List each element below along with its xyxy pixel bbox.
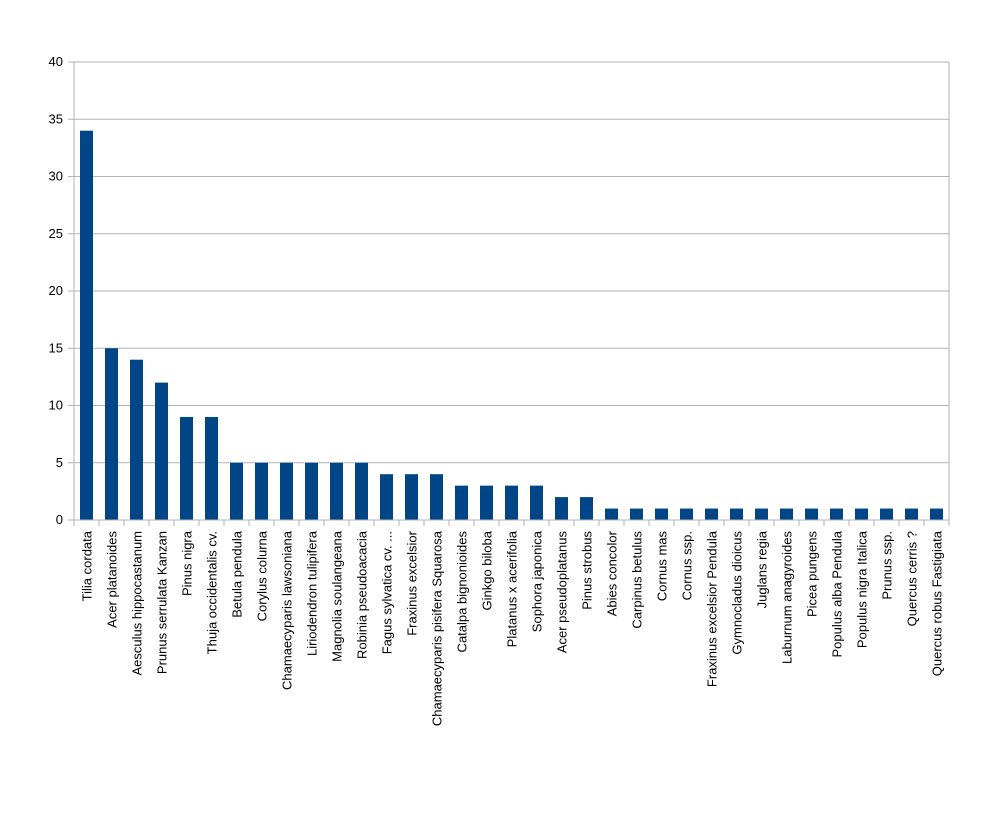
y-tick-label: 15 <box>49 340 63 355</box>
x-tick-label: Magnolia soulangeana <box>330 530 345 662</box>
bar <box>130 359 143 520</box>
bar <box>905 508 918 520</box>
bar <box>505 485 518 520</box>
bar <box>730 508 743 520</box>
x-tick-label: Corylus colurna <box>255 530 270 621</box>
bar <box>805 508 818 520</box>
x-tick-label: Platanus x acerifolia <box>505 530 520 647</box>
x-tick-label: Quercus robus Fastigiata <box>930 530 945 676</box>
x-tick-label: Robinia pseudoacacia <box>355 530 370 659</box>
bar <box>205 416 218 520</box>
bar <box>880 508 893 520</box>
x-tick-label: Prunus ssp. <box>880 531 895 600</box>
x-tick-label: Picea pungens <box>805 531 820 618</box>
bars <box>80 130 943 520</box>
x-tick-label: Gymnocladus dioicus <box>730 531 745 655</box>
bar <box>655 508 668 520</box>
y-tick-label: 25 <box>49 226 63 241</box>
x-tick-label: Thuja occidentalis cv. <box>205 531 220 654</box>
bar <box>330 462 343 520</box>
y-tick-label: 5 <box>56 455 63 470</box>
bar <box>605 508 618 520</box>
bar <box>855 508 868 520</box>
x-tick-label: Fagus sylvatica cv. ... <box>380 531 395 654</box>
bar <box>255 462 268 520</box>
x-tick-label: Cornus mas <box>655 531 670 602</box>
bar <box>830 508 843 520</box>
bar <box>455 485 468 520</box>
y-tick-label: 35 <box>49 111 63 126</box>
bar <box>630 508 643 520</box>
x-tick-label: Fraxinus excelsior Pendula <box>705 530 720 687</box>
bar <box>355 462 368 520</box>
bar <box>380 474 393 520</box>
x-tick-label: Populus alba Pendula <box>830 530 845 657</box>
x-tick-label: Betula pendula <box>230 530 245 618</box>
x-axis: Tilia cordata Acer platanoides Aesculus hi… <box>73 519 950 726</box>
y-tick-label: 30 <box>49 169 63 184</box>
x-tick-label: Populus nigra Italica <box>855 530 870 648</box>
bar <box>780 508 793 520</box>
x-tick-label: Catalpa bignonioides <box>455 531 470 653</box>
bar <box>530 485 543 520</box>
y-tick-label: 20 <box>49 283 63 298</box>
bar <box>80 130 93 520</box>
bar <box>105 348 118 520</box>
x-tick-label: Acer platanoides <box>105 531 120 628</box>
x-tick-label: Prunus serrulata Kanzan <box>155 531 170 674</box>
x-tick-label: Chamaecyparis pisifera Squarosa <box>430 530 445 726</box>
bar <box>280 462 293 520</box>
y-axis: 0 5 10 15 20 25 30 35 40 <box>49 54 75 527</box>
x-tick-label: Liriodendron tulipifera <box>305 530 320 656</box>
bar <box>305 462 318 520</box>
bar <box>680 508 693 520</box>
bar <box>405 474 418 520</box>
y-tick-label: 0 <box>56 512 63 527</box>
bar <box>930 508 943 520</box>
x-tick-label: Laburnum anagyroides <box>780 531 795 664</box>
x-tick-label: Abies concolor <box>605 530 620 616</box>
x-tick-label: Chamaecyparis lawsoniana <box>280 530 295 690</box>
y-tick-label: 10 <box>49 398 63 413</box>
bar <box>705 508 718 520</box>
x-tick-label: Tilia cordata <box>80 530 95 601</box>
bar <box>230 462 243 520</box>
gridlines <box>74 61 950 521</box>
x-tick-label: Acer pseudoplatanus <box>555 531 570 654</box>
bar <box>180 416 193 520</box>
bar <box>755 508 768 520</box>
x-tick-label: Juglans regia <box>755 530 770 608</box>
x-tick-label: Quercus cerris ? <box>905 531 920 626</box>
x-tick-label: Pinus nigra <box>180 530 195 596</box>
bar <box>555 497 568 520</box>
bar <box>155 382 168 520</box>
x-tick-label: Aesculus hippocastanum <box>130 531 145 676</box>
bar <box>430 474 443 520</box>
x-tick-label: Pinus strobus <box>580 531 595 610</box>
bar <box>480 485 493 520</box>
x-tick-label: Sophora japonica <box>530 530 545 632</box>
x-tick-label: Ginkgo biloba <box>480 530 495 610</box>
x-tick-label: Fraxinus excelsior <box>405 530 420 635</box>
bar <box>580 497 593 520</box>
x-tick-label: Cornus ssp. <box>680 531 695 600</box>
x-tick-label: Carpinus betulus <box>630 531 645 629</box>
y-tick-label: 40 <box>49 54 63 69</box>
